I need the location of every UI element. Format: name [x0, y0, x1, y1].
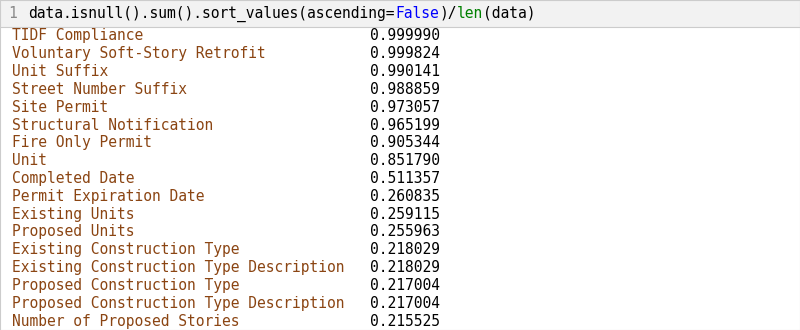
- Text: Number of Proposed Stories: Number of Proposed Stories: [12, 314, 239, 329]
- Text: Completed Date: Completed Date: [12, 171, 134, 186]
- Text: Street Number Suffix: Street Number Suffix: [12, 82, 187, 97]
- Text: Existing Construction Type: Existing Construction Type: [12, 242, 239, 257]
- Text: Existing Construction Type Description: Existing Construction Type Description: [12, 260, 345, 275]
- Text: 0.217004: 0.217004: [370, 278, 440, 293]
- Text: 0.990141: 0.990141: [370, 64, 440, 79]
- Text: Existing Units: Existing Units: [12, 207, 134, 222]
- Text: 0.217004: 0.217004: [370, 296, 440, 311]
- Bar: [0, 0, 800, 27]
- Text: TIDF Compliance: TIDF Compliance: [12, 28, 143, 44]
- Text: 0.218029: 0.218029: [370, 260, 440, 275]
- Text: 0.255963: 0.255963: [370, 224, 440, 240]
- Text: .isnull().sum().sort_values(ascending=: .isnull().sum().sort_values(ascending=: [63, 5, 395, 21]
- Text: data: data: [28, 6, 63, 21]
- Text: len: len: [457, 6, 483, 21]
- Text: Proposed Construction Type: Proposed Construction Type: [12, 278, 239, 293]
- Text: 0.215525: 0.215525: [370, 314, 440, 329]
- Text: Proposed Units: Proposed Units: [12, 224, 134, 240]
- Text: Permit Expiration Date: Permit Expiration Date: [12, 189, 205, 204]
- Text: Unit Suffix: Unit Suffix: [12, 64, 108, 79]
- Text: Voluntary Soft-Story Retrofit: Voluntary Soft-Story Retrofit: [12, 46, 266, 61]
- Text: 1: 1: [8, 6, 17, 21]
- Text: 0.218029: 0.218029: [370, 242, 440, 257]
- Text: 0.999990: 0.999990: [370, 28, 440, 44]
- Text: 0.511357: 0.511357: [370, 171, 440, 186]
- Text: Proposed Construction Type Description: Proposed Construction Type Description: [12, 296, 345, 311]
- Text: 0.999824: 0.999824: [370, 46, 440, 61]
- Text: 0.965199: 0.965199: [370, 117, 440, 133]
- Text: Structural Notification: Structural Notification: [12, 117, 214, 133]
- Text: 0.259115: 0.259115: [370, 207, 440, 222]
- Text: Fire Only Permit: Fire Only Permit: [12, 135, 152, 150]
- Text: 0.905344: 0.905344: [370, 135, 440, 150]
- Text: Unit: Unit: [12, 153, 47, 168]
- Text: 0.988859: 0.988859: [370, 82, 440, 97]
- Text: False: False: [395, 6, 439, 21]
- Text: )/: )/: [439, 6, 457, 21]
- Text: Site Permit: Site Permit: [12, 100, 108, 115]
- Text: 0.260835: 0.260835: [370, 189, 440, 204]
- Text: 0.851790: 0.851790: [370, 153, 440, 168]
- Text: (data): (data): [483, 6, 535, 21]
- Text: 0.973057: 0.973057: [370, 100, 440, 115]
